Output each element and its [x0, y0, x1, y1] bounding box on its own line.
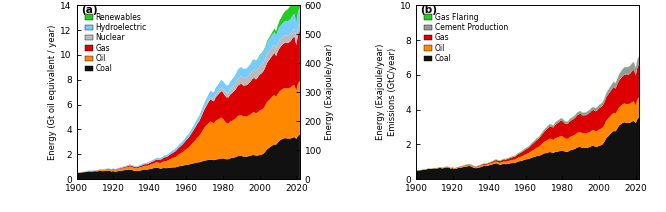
- Legend: Gas Flaring, Cement Production, Gas, Oil, Coal: Gas Flaring, Cement Production, Gas, Oil…: [424, 13, 508, 63]
- Text: (a): (a): [81, 5, 98, 15]
- Y-axis label: Energy (Exajoule/year)
Emissions (GtC/year): Energy (Exajoule/year) Emissions (GtC/ye…: [376, 44, 397, 140]
- Y-axis label: Energy (Gt oil equivalent / year): Energy (Gt oil equivalent / year): [49, 25, 57, 160]
- Y-axis label: Energy (Exajoule/year): Energy (Exajoule/year): [325, 44, 334, 140]
- Legend: Renewables, Hydroelectric, Nuclear, Gas, Oil, Coal: Renewables, Hydroelectric, Nuclear, Gas,…: [85, 13, 147, 74]
- Text: (b): (b): [420, 5, 438, 15]
